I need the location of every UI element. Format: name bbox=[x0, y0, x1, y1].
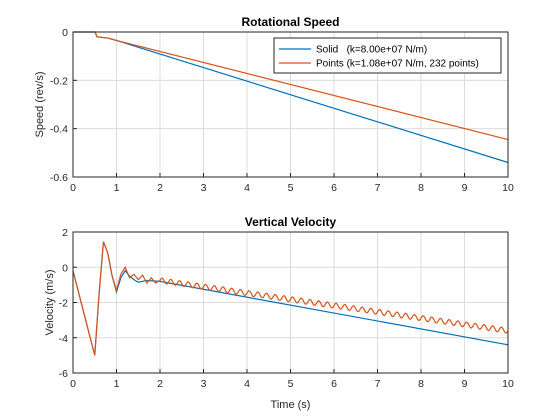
vertical-velocity-xtick-label-1: 1 bbox=[114, 378, 120, 390]
vertical-velocity-series-points-line bbox=[72, 241, 509, 356]
rotational-speed-xtick-label-3: 3 bbox=[201, 182, 207, 194]
rotational-speed-xtick-label-0: 0 bbox=[70, 182, 76, 194]
vertical-velocity-series bbox=[72, 241, 509, 356]
vertical-velocity-ytick-label-0: 2 bbox=[62, 227, 68, 239]
legend-box bbox=[273, 37, 502, 74]
rotational-speed-xtick-label-4: 4 bbox=[244, 182, 250, 194]
vertical-velocity-xtick-label-9: 9 bbox=[462, 378, 468, 390]
vertical-velocity-ytick-label-2: -2 bbox=[59, 298, 68, 310]
vertical-velocity-xtick-label-3: 3 bbox=[201, 378, 207, 390]
rotational-speed-xtick-label-5: 5 bbox=[288, 182, 294, 194]
vertical-velocity-ytick-label-1: 0 bbox=[62, 262, 68, 274]
rotational-speed-xtick-label-6: 6 bbox=[331, 182, 337, 194]
vertical-velocity-xtick-label-7: 7 bbox=[375, 378, 381, 390]
rotational-speed-axes: 0 1 2 3 4 5 6 7 8 9 10 0 -0.2 -0.4 -0.6 Rotational Spe… bbox=[34, 15, 514, 194]
vertical-velocity-xtick-label-6: 6 bbox=[331, 378, 337, 390]
rotational-speed-ticks: 0 1 2 3 4 5 6 7 8 9 10 0 -0.2 -0.4 -0.6 bbox=[50, 27, 514, 194]
vertical-velocity-xtick-label-2: 2 bbox=[157, 378, 163, 390]
vertical-velocity-title: Vertical Velocity bbox=[245, 215, 337, 229]
rotational-speed-ylabel: Speed (rev/s) bbox=[34, 71, 46, 137]
rotational-speed-xtick-label-2: 2 bbox=[157, 182, 163, 194]
vertical-velocity-xtick-label-8: 8 bbox=[418, 378, 424, 390]
vertical-velocity-ylabel: Velocity (m/s) bbox=[44, 269, 56, 335]
legend-label-solid: Solid (k=8.00e+07 N/m) bbox=[316, 45, 427, 56]
rotational-speed-ytick-label-0: 0 bbox=[62, 27, 68, 39]
vertical-velocity-xtick-label-5: 5 bbox=[288, 378, 294, 390]
vertical-velocity-ytick-label-4: -6 bbox=[59, 368, 68, 380]
rotational-speed-ytick-label-2: -0.4 bbox=[50, 124, 68, 136]
rotational-speed-xtick-label-1: 1 bbox=[114, 182, 120, 194]
vertical-velocity-ticks: 0 1 2 3 4 5 6 7 8 9 10 2 0 -2 -4 -6 bbox=[59, 227, 514, 390]
vertical-velocity-axes: 0 1 2 3 4 5 6 7 8 9 10 2 0 -2 -4 -6 Vertical Velocity V… bbox=[44, 215, 514, 411]
rotational-speed-legend: Solid (k=8.00e+07 N/m) Points (k=1.08e+0… bbox=[273, 37, 502, 74]
rotational-speed-xtick-label-9: 9 bbox=[462, 182, 468, 194]
vertical-velocity-xtick-label-4: 4 bbox=[244, 378, 250, 390]
legend-label-points: Points (k=1.08e+07 N/m, 232 points) bbox=[316, 59, 479, 70]
rotational-speed-xtick-label-8: 8 bbox=[418, 182, 424, 194]
rotational-speed-ytick-label-1: -0.2 bbox=[50, 75, 68, 87]
vertical-velocity-ytick-label-3: -4 bbox=[59, 333, 68, 345]
rotational-speed-title: Rotational Speed bbox=[241, 15, 339, 29]
rotational-speed-xtick-label-7: 7 bbox=[375, 182, 381, 194]
vertical-velocity-xtick-label-0: 0 bbox=[70, 378, 76, 390]
rotational-speed-xtick-label-10: 10 bbox=[502, 182, 514, 194]
rotational-speed-ytick-label-3: -0.6 bbox=[50, 172, 68, 184]
vertical-velocity-xtick-label-10: 10 bbox=[502, 378, 514, 390]
vertical-velocity-xlabel: Time (s) bbox=[271, 399, 311, 411]
